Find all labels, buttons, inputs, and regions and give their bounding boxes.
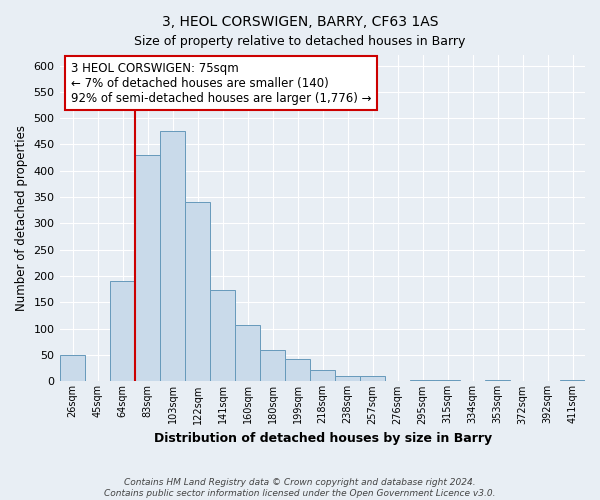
Bar [110, 282, 135, 382]
Bar [210, 290, 235, 382]
Text: Size of property relative to detached houses in Barry: Size of property relative to detached ho… [134, 35, 466, 48]
Bar [160, 132, 185, 382]
Bar [135, 155, 160, 382]
X-axis label: Distribution of detached houses by size in Barry: Distribution of detached houses by size … [154, 432, 491, 445]
Bar [435, 380, 460, 382]
Bar [410, 380, 435, 382]
Bar [310, 370, 335, 382]
Bar [285, 359, 310, 382]
Y-axis label: Number of detached properties: Number of detached properties [15, 125, 28, 311]
Bar [335, 376, 360, 382]
Bar [485, 380, 510, 382]
Bar [260, 350, 285, 382]
Bar [185, 202, 210, 382]
Bar [560, 380, 585, 382]
Text: 3 HEOL CORSWIGEN: 75sqm
← 7% of detached houses are smaller (140)
92% of semi-de: 3 HEOL CORSWIGEN: 75sqm ← 7% of detached… [71, 62, 371, 104]
Bar [235, 325, 260, 382]
Bar [60, 355, 85, 382]
Text: 3, HEOL CORSWIGEN, BARRY, CF63 1AS: 3, HEOL CORSWIGEN, BARRY, CF63 1AS [162, 15, 438, 29]
Text: Contains HM Land Registry data © Crown copyright and database right 2024.
Contai: Contains HM Land Registry data © Crown c… [104, 478, 496, 498]
Bar [360, 376, 385, 382]
